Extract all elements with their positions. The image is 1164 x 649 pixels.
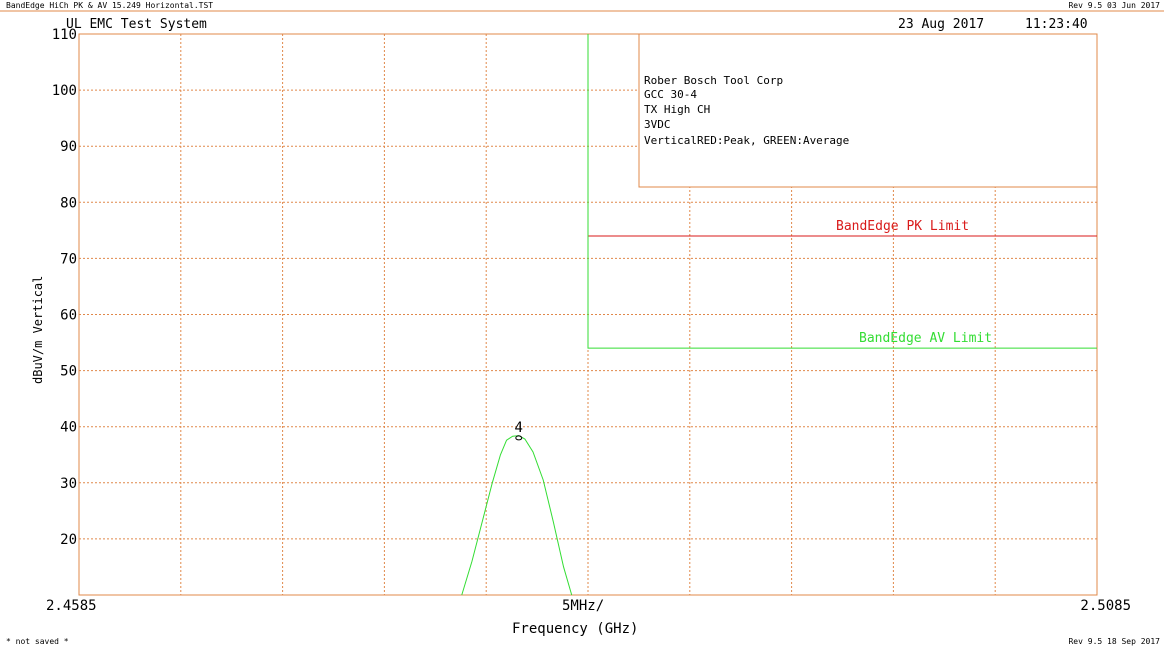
markers-group: 4 (515, 420, 523, 441)
y-tick-labels: 20 30 40 50 60 70 80 90 100 110 (52, 27, 77, 548)
marker-label: 4 (515, 420, 523, 436)
y-tick-label: 40 (60, 420, 77, 436)
info-model: GCC 30-4 (644, 88, 697, 101)
info-box (638, 33, 1098, 188)
y-tick-label: 70 (60, 251, 77, 267)
save-status: * not saved * (6, 637, 69, 646)
marker-symbol (515, 435, 523, 441)
pk-limit-label: BandEdge PK Limit (836, 219, 969, 234)
y-axis-title: dBuV/m Vertical (31, 276, 45, 384)
series-group (461, 34, 1097, 596)
y-tick-label: 90 (60, 139, 77, 155)
x-start-label: 2.4585 (46, 598, 97, 614)
date-label: 23 Aug 2017 (898, 17, 984, 32)
x-div-label: 5MHz/ (562, 598, 604, 614)
x-axis-title: Frequency (GHz) (512, 621, 638, 637)
y-tick-label: 110 (52, 27, 77, 43)
y-tick-label: 100 (52, 83, 77, 99)
rev-top: Rev 9.5 03 Jun 2017 (1068, 1, 1160, 10)
y-tick-label: 50 (60, 364, 77, 380)
y-tick-label: 60 (60, 308, 77, 324)
y-tick-label: 80 (60, 195, 77, 211)
measurement-trace (461, 435, 573, 596)
info-channel: TX High CH (644, 103, 710, 116)
y-tick-label: 20 (60, 532, 77, 548)
time-label: 11:23:40 (1025, 17, 1088, 32)
system-title: UL EMC Test System (66, 17, 207, 32)
av-limit-label: BandEdge AV Limit (859, 331, 992, 346)
rev-bottom: Rev 9.5 18 Sep 2017 (1068, 637, 1160, 646)
av-limit-line (587, 34, 1097, 349)
x-stop-label: 2.5085 (1080, 598, 1131, 614)
info-legend: VerticalRED:Peak, GREEN:Average (644, 134, 849, 147)
file-name: BandEdge HiCh PK & AV 15.249 Horizontal.… (6, 1, 213, 10)
y-tick-label: 30 (60, 476, 77, 492)
info-voltage: 3VDC (644, 118, 671, 131)
info-company: Rober Bosch Tool Corp (644, 74, 783, 87)
